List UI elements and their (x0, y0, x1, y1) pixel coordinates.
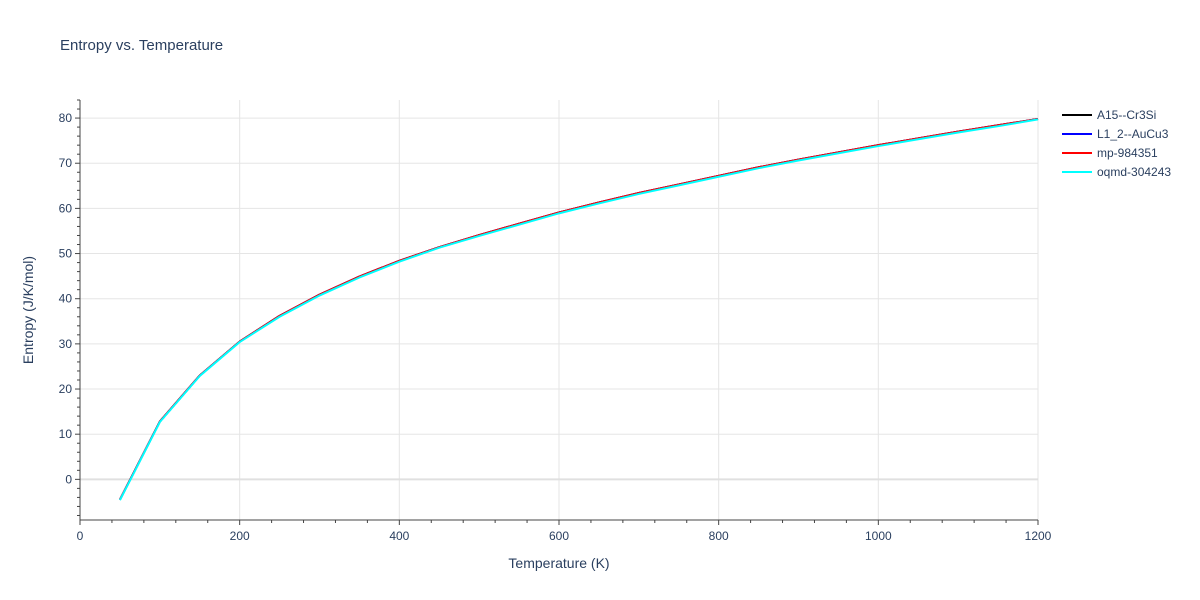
x-axis-title: Temperature (K) (508, 555, 609, 571)
y-tick-label: 50 (59, 247, 73, 261)
x-tick-label: 600 (549, 529, 569, 543)
x-tick-label: 200 (230, 529, 250, 543)
y-tick-label: 30 (59, 337, 73, 351)
y-tick-label: 10 (59, 427, 73, 441)
series-line-4 (119, 118, 1039, 501)
y-tick-label: 20 (59, 382, 73, 396)
legend: A15--Cr3Si L1_2--AuCu3 mp-984351 oqmd-30424… (1062, 108, 1171, 179)
x-tick-label: 0 (77, 529, 84, 543)
series-layer (119, 117, 1039, 501)
y-tick-label: 60 (59, 201, 73, 215)
x-tick-label: 800 (709, 529, 729, 543)
legend-label: A15--Cr3Si (1097, 108, 1156, 122)
x-tick-label: 400 (389, 529, 409, 543)
y-tick-label: 70 (59, 156, 73, 170)
chart-title: Entropy vs. Temperature (60, 37, 223, 54)
y-tick-label: 80 (59, 111, 73, 125)
legend-label: oqmd-304243 (1097, 165, 1171, 179)
legend-label: mp-984351 (1097, 146, 1158, 160)
y-tick-label: 40 (59, 292, 73, 306)
grid-layer (80, 100, 1039, 520)
legend-label: L1_2--AuCu3 (1097, 127, 1169, 141)
x-tick-label: 1200 (1025, 529, 1052, 543)
y-axis-title: Entropy (J/K/mol) (20, 256, 36, 364)
x-tick-label: 1000 (865, 529, 892, 543)
series-line-2 (119, 117, 1039, 501)
series-line-3 (119, 117, 1039, 501)
series-line-1 (119, 117, 1039, 501)
y-tick-label: 0 (65, 472, 72, 486)
axes-layer: 0 200 400 600 800 1000 1200 0 10 20 30 40 50 60 70 80 (59, 99, 1052, 543)
